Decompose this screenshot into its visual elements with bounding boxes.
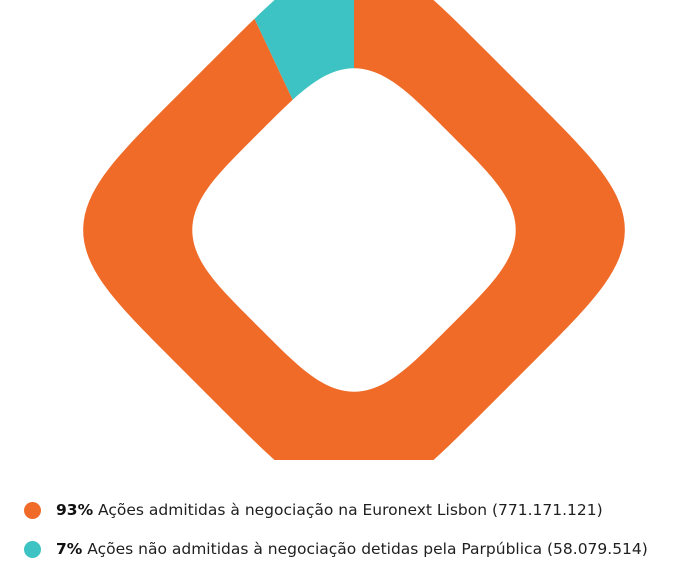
legend-text-euronext: 93% Ações admitidas à negociação na Euro… [56, 500, 603, 520]
legend-marker-euronext [24, 502, 41, 519]
chart-legend: 93% Ações admitidas à negociação na Euro… [24, 500, 693, 578]
legend-percent-euronext: 93% [56, 501, 94, 519]
legend-label-parpublica: Ações não admitidas à negociação detidas… [87, 540, 648, 558]
legend-percent-parpublica: 7% [56, 540, 83, 558]
legend-item-euronext: 93% Ações admitidas à negociação na Euro… [24, 500, 693, 520]
donut-slice-parpublica [254, 0, 354, 100]
legend-item-parpublica: 7% Ações não admitidas à negociação deti… [24, 539, 693, 559]
legend-text-parpublica: 7% Ações não admitidas à negociação deti… [56, 539, 648, 559]
legend-label-euronext: Ações admitidas à negociação na Euronext… [98, 501, 603, 519]
legend-marker-parpublica [24, 541, 41, 558]
donut-chart [83, 0, 625, 460]
donut-slice-euronext [83, 0, 625, 460]
donut-slices [83, 0, 625, 460]
